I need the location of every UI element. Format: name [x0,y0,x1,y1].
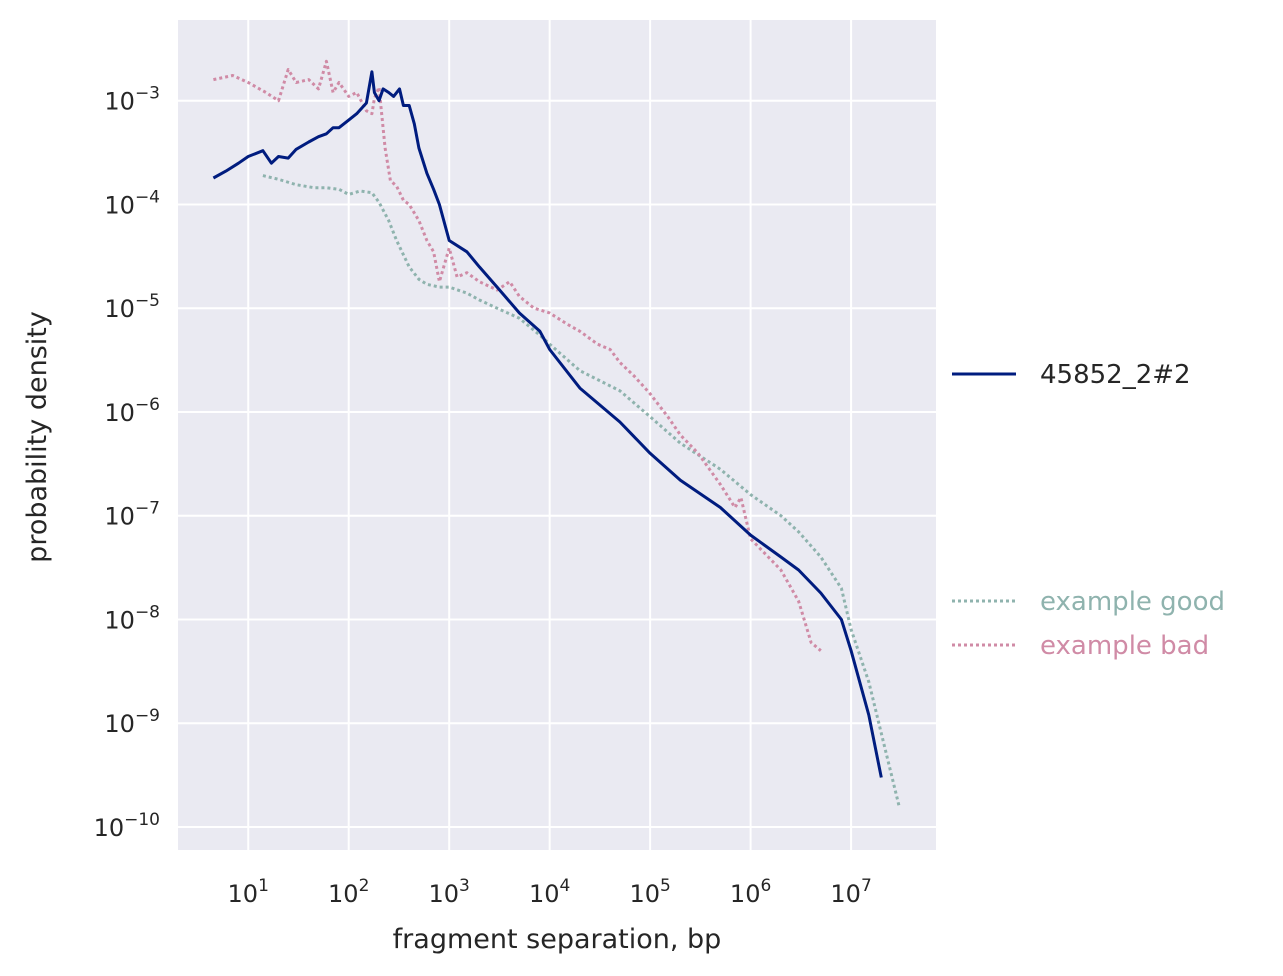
y-tick-label: 10−9 [104,706,160,738]
legend-label: 45852_2#2 [1040,360,1191,390]
y-axis-ticks: 10−3 10−4 10−5 10−6 10−7 10−8 10−9 10−10 [94,84,160,842]
y-tick-label: 10−5 [104,291,160,323]
legend-label: example good [1040,587,1225,617]
series-line-example-good [262,174,901,807]
y-tick-label: 10−3 [104,84,160,116]
y-tick-label: 10−4 [104,187,160,219]
plot-area [178,20,936,850]
legend-reference: example good example bad [952,587,1225,661]
x-tick-label: 101 [228,876,269,908]
series-line-45852-2-2 [212,70,883,778]
x-tick-label: 107 [830,876,871,908]
y-tick-label: 10−7 [104,499,160,531]
x-axis-ticks: 101 102 103 104 105 106 107 [228,876,872,908]
x-tick-label: 103 [428,876,469,908]
series-line-example-bad [213,59,822,652]
y-axis-label: probability density [22,311,53,563]
y-tick-label: 10−6 [104,395,160,427]
legend-label: example bad [1040,631,1209,661]
x-tick-label: 105 [629,876,670,908]
x-tick-label: 106 [730,876,771,908]
grid [178,20,936,850]
y-tick-label: 10−10 [94,810,160,842]
series-layer [212,59,901,807]
legend-main: 45852_2#2 [952,360,1191,390]
x-axis-label: fragment separation, bp [393,924,722,955]
x-tick-label: 102 [328,876,369,908]
x-tick-label: 104 [529,876,570,908]
y-tick-label: 10−8 [104,602,160,634]
